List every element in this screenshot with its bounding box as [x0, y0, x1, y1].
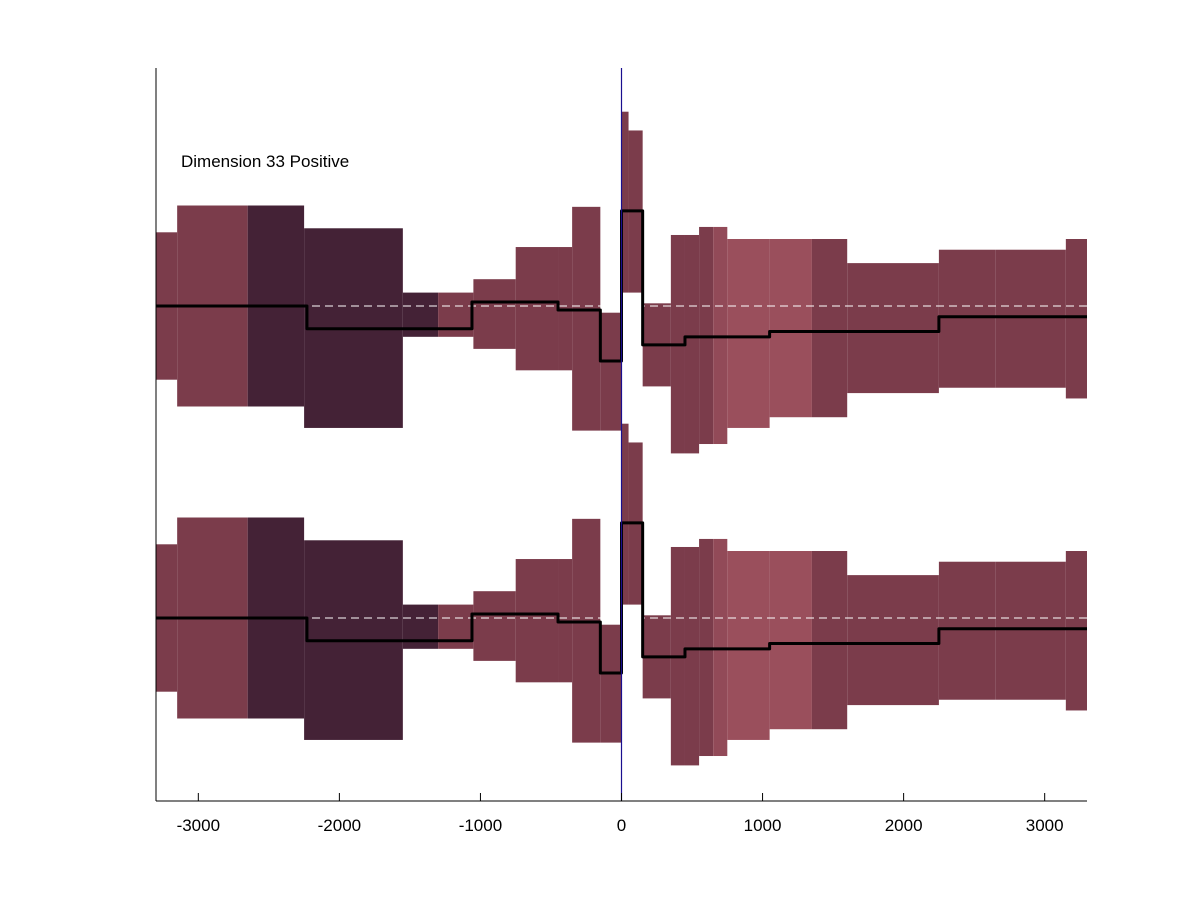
x-tick-label: 1000 [744, 816, 782, 835]
band-bin-panel2-15 [684, 546, 700, 766]
band-bin-panel2-24 [1065, 551, 1087, 711]
band-bin-panel1-9 [572, 206, 601, 431]
x-tick-label: -1000 [459, 816, 502, 835]
band-bin-panel1-19 [769, 239, 812, 418]
x-tick-label: 2000 [885, 816, 923, 835]
band-bin-panel1-18 [727, 239, 770, 428]
band-bin-panel1-21 [847, 263, 939, 394]
band-bin-panel1-11 [621, 111, 629, 293]
x-ticks: -3000 -2000 -1000 0 1000 2000 3000 [177, 793, 1064, 835]
band-bin-panel2-23 [995, 561, 1066, 700]
band-bin-panel2-10 [600, 624, 622, 743]
x-tick-label: 3000 [1026, 816, 1064, 835]
band-bin-panel1-22 [938, 249, 996, 388]
band-bin-panel2-20 [811, 551, 848, 730]
band-bin-panel2-11 [621, 423, 629, 605]
band-bin-panel2-21 [847, 575, 939, 706]
band-bin-panel1-10 [600, 312, 622, 431]
band-bin-panel1-24 [1065, 239, 1087, 399]
band-bin-panel1-15 [684, 234, 700, 454]
band-bin-panel2-9 [572, 518, 601, 743]
x-tick-label: -2000 [318, 816, 361, 835]
x-tick-label: -3000 [177, 816, 220, 835]
band-bin-panel1-7 [515, 247, 559, 371]
band-bin-panel1-6 [473, 279, 516, 349]
x-tick-label: 0 [617, 816, 626, 835]
band-bin-panel2-7 [515, 559, 559, 683]
chart-annotation: Dimension 33 Positive [181, 152, 349, 171]
band-bin-panel1-23 [995, 249, 1066, 388]
band-bin-panel2-22 [938, 561, 996, 700]
band-bin-panel1-20 [811, 239, 848, 418]
band-bin-panel2-18 [727, 551, 770, 740]
band-bin-panel2-6 [473, 591, 516, 661]
band-bin-panel2-19 [769, 551, 812, 730]
